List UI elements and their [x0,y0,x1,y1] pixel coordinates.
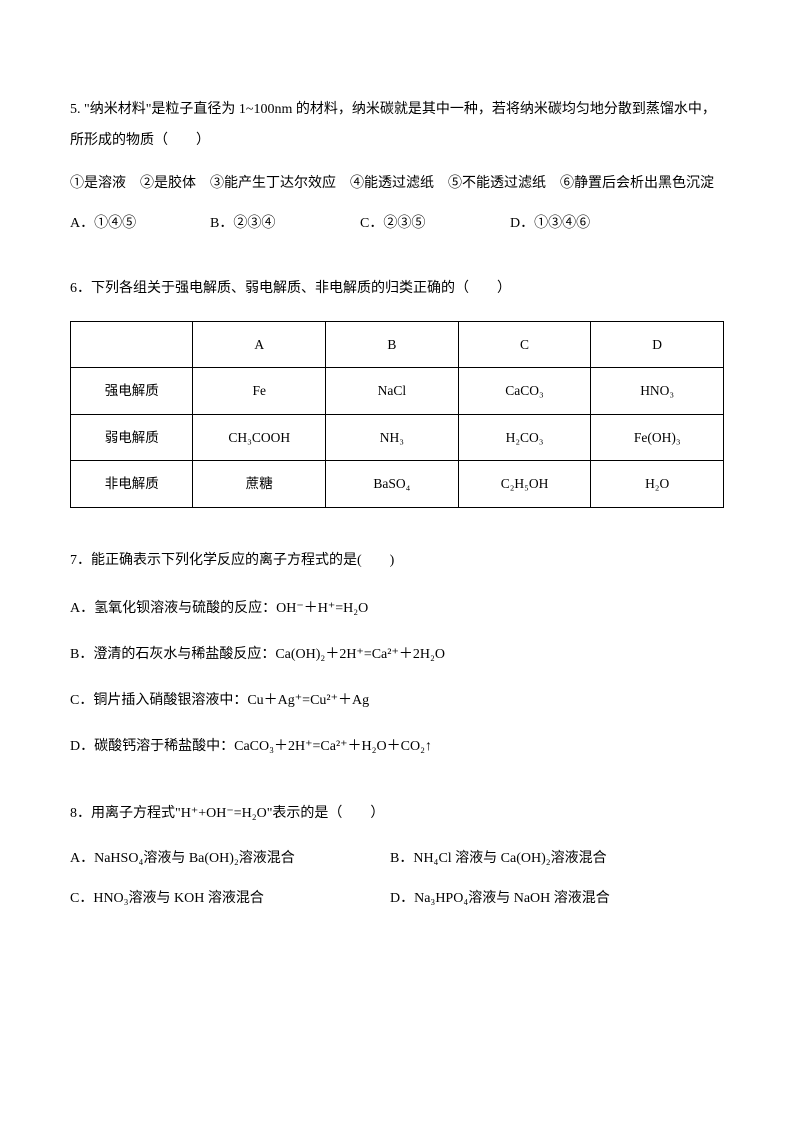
q8-text: 8．用离子方程式"H⁺+OH⁻=H₂O"表示的是（ ） [70,799,724,830]
q8-option-a: A．NaHSO₄溶液与 Ba(OH)₂溶液混合 [70,848,390,870]
table-cell: HNO₃ [591,368,724,415]
table-cell: Fe(OH)₃ [591,414,724,461]
table-cell: A [193,321,326,368]
q7-option-b: B．澄清的石灰水与稀盐酸反应：Ca(OH)₂＋2H⁺=Ca²⁺＋2H₂O [70,641,724,669]
q5-option-d: D．①③④⑥ [510,213,660,235]
q5-options: A．①④⑤ B．②③④ C．②③⑤ D．①③④⑥ [70,213,724,235]
table-cell: D [591,321,724,368]
q5-conditions: ①是溶液 ②是胶体 ③能产生丁达尔效应 ④能透过滤纸 ⑤不能透过滤纸 ⑥静置后会… [70,169,724,200]
table-cell [71,321,193,368]
table-cell: B [326,321,459,368]
q5-option-a: A．①④⑤ [70,213,210,235]
q7-option-d: D．碳酸钙溶于稀盐酸中：CaCO₃＋2H⁺=Ca²⁺＋H₂O＋CO₂↑ [70,733,724,761]
q8-option-d: D．Na₃HPO₄溶液与 NaOH 溶液混合 [390,888,724,910]
table-cell: H₂O [591,461,724,508]
table-row: A B C D [71,321,724,368]
q8-row-2: C．HNO₃溶液与 KOH 溶液混合 D．Na₃HPO₄溶液与 NaOH 溶液混… [70,888,724,910]
question-6: 6．下列各组关于强电解质、弱电解质、非电解质的归类正确的（ ） A B C D … [70,274,724,508]
table-cell: C [458,321,591,368]
table-cell: BaSO₄ [326,461,459,508]
table-cell: Fe [193,368,326,415]
question-5: 5. "纳米材料"是粒子直径为 1~100nm 的材料，纳米碳就是其中一种，若将… [70,95,724,236]
table-row: 非电解质 蔗糖 BaSO₄ C₂H₅OH H₂O [71,461,724,508]
table-cell: C₂H₅OH [458,461,591,508]
table-cell: NH₃ [326,414,459,461]
table-cell: CH₃COOH [193,414,326,461]
table-cell: NaCl [326,368,459,415]
table-cell: 蔗糖 [193,461,326,508]
q5-text: 5. "纳米材料"是粒子直径为 1~100nm 的材料，纳米碳就是其中一种，若将… [70,95,724,157]
q7-text: 7．能正确表示下列化学反应的离子方程式的是( ) [70,546,724,577]
q6-table: A B C D 强电解质 Fe NaCl CaCO₃ HNO₃ 弱电解质 CH₃… [70,321,724,508]
q6-text: 6．下列各组关于强电解质、弱电解质、非电解质的归类正确的（ ） [70,274,724,305]
q8-option-c: C．HNO₃溶液与 KOH 溶液混合 [70,888,390,910]
table-cell: 弱电解质 [71,414,193,461]
table-cell: CaCO₃ [458,368,591,415]
table-row: 弱电解质 CH₃COOH NH₃ H₂CO₃ Fe(OH)₃ [71,414,724,461]
q7-option-c: C．铜片插入硝酸银溶液中：Cu＋Ag⁺=Cu²⁺＋Ag [70,687,724,715]
q8-option-b: B．NH₄Cl 溶液与 Ca(OH)₂溶液混合 [390,848,724,870]
table-cell: 强电解质 [71,368,193,415]
question-8: 8．用离子方程式"H⁺+OH⁻=H₂O"表示的是（ ） A．NaHSO₄溶液与 … [70,799,724,911]
q8-options: A．NaHSO₄溶液与 Ba(OH)₂溶液混合 B．NH₄Cl 溶液与 Ca(O… [70,848,724,911]
q5-option-c: C．②③⑤ [360,213,510,235]
table-cell: H₂CO₃ [458,414,591,461]
q8-row-1: A．NaHSO₄溶液与 Ba(OH)₂溶液混合 B．NH₄Cl 溶液与 Ca(O… [70,848,724,870]
q7-option-a: A．氢氧化钡溶液与硫酸的反应：OH⁻＋H⁺=H₂O [70,595,724,623]
question-7: 7．能正确表示下列化学反应的离子方程式的是( ) A．氢氧化钡溶液与硫酸的反应：… [70,546,724,761]
table-row: 强电解质 Fe NaCl CaCO₃ HNO₃ [71,368,724,415]
q5-option-b: B．②③④ [210,213,360,235]
table-cell: 非电解质 [71,461,193,508]
